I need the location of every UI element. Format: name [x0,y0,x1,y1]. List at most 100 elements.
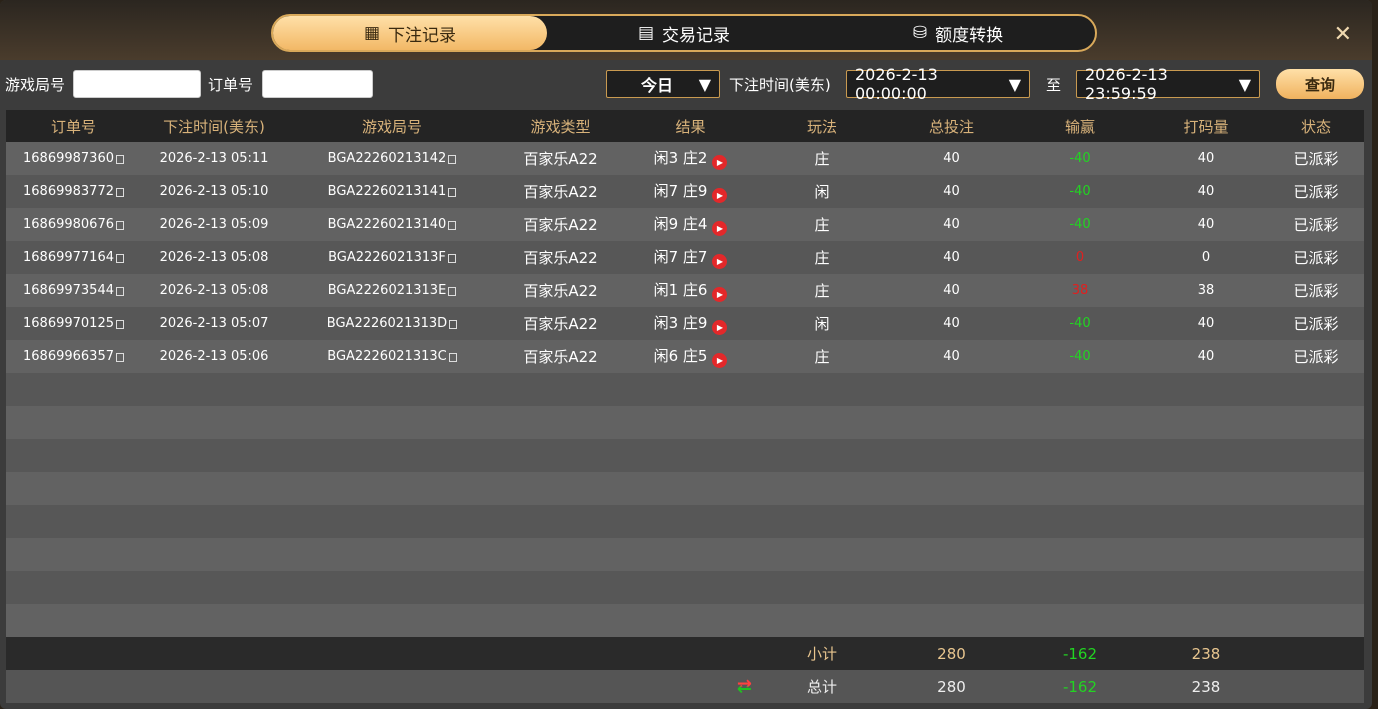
cell-play: 庄 [757,280,887,301]
empty-row [6,538,1364,571]
end-time-select[interactable]: 2026-2-13 23:59:59 ▼ [1076,65,1260,103]
game-no-input[interactable] [73,70,201,98]
cell-text: BGA22260213142 [327,151,447,166]
total-turnover: 238 [1191,677,1221,696]
tab-credit-transfer[interactable]: ⛁ 额度转换 [912,23,1004,46]
cell-bet-time: 2026-2-13 05:08 [141,283,287,298]
copy-icon[interactable] [448,221,457,230]
play-replay-icon[interactable]: ▶ [712,188,728,203]
cell-game-type: 百家乐A22 [497,214,624,235]
cell-text: 16869987360 [23,151,114,166]
cell-text: BGA2226021313D [326,316,448,331]
play-replay-icon[interactable]: ▶ [712,287,728,302]
table-row: 16869977164 2026-2-13 05:08 BGA2226021313F… [6,241,1364,274]
cell-win-loss: -40 [1016,316,1144,331]
play-replay-icon[interactable]: ▶ [712,320,728,335]
copy-icon[interactable] [115,353,124,362]
tab-bet-records[interactable]: ▦ 下注记录 [273,16,547,50]
copy-icon[interactable] [449,320,458,329]
clipboard-icon: ▤ [637,23,655,43]
start-time-select[interactable]: 2026-2-13 00:00:00 ▼ [846,65,1030,103]
cell-text: 16869977164 [23,250,114,265]
cell-text: -40 [1069,184,1091,199]
play-replay-icon[interactable]: ▶ [712,254,728,269]
copy-icon[interactable] [115,188,124,197]
copy-icon[interactable] [115,221,124,230]
cell-play: 闲 [757,181,887,202]
chevron-down-icon: ▼ [698,74,711,94]
cell-order-no: 16869983772 [6,184,141,199]
cell-win-loss: -40 [1016,217,1144,232]
cell-text: BGA22260213140 [327,217,447,232]
tab-bar: ▦ 下注记录 ▤ 交易记录 ⛁ 额度转换 [271,14,1097,52]
cell-turnover: 40 [1144,217,1268,232]
copy-icon[interactable] [448,287,457,296]
cell-text: 2026-2-13 05:10 [159,184,269,199]
date-range-select[interactable]: 今日 ▼ [606,70,720,98]
subtotal-turnover: 238 [1191,644,1221,663]
close-icon[interactable]: ✕ [1333,22,1352,47]
total-row: ⇄ 总计 280 -162 238 [6,670,1364,703]
empty-row [6,439,1364,472]
cell-text: 已派彩 [1293,183,1339,201]
cell-status: 已派彩 [1268,280,1364,301]
cell-game-type: 百家乐A22 [497,148,624,169]
cell-win-loss: -40 [1016,151,1144,166]
order-no-input[interactable] [262,70,373,98]
cell-result: 闲7 庄9 ▶ [624,180,757,203]
cell-text: 0 [1075,250,1085,265]
table-row: 16869987360 2026-2-13 05:11 BGA22260213142… [6,142,1364,175]
query-button[interactable]: 查询 [1276,69,1364,99]
play-replay-icon[interactable]: ▶ [712,221,728,236]
copy-icon[interactable] [448,155,457,164]
copy-icon[interactable] [115,320,124,329]
cell-text: 闲6 庄5 [653,347,708,365]
cell-text: -40 [1069,349,1091,364]
table-header: 订单号 下注时间(美东) 游戏局号 游戏类型 结果 玩法 总投注 输赢 打码量 状态 [6,110,1364,142]
cell-game-no: BGA2226021313D [287,316,497,331]
copy-icon[interactable] [448,188,457,197]
header-play: 玩法 [806,117,837,136]
cell-total-bet: 40 [887,283,1016,298]
play-replay-icon[interactable]: ▶ [712,353,728,368]
subtotal-bet: 280 [937,644,966,663]
copy-icon[interactable] [115,155,124,164]
header-order-no: 订单号 [50,117,96,136]
cell-text: 2026-2-13 05:06 [159,349,269,364]
cell-text: 百家乐A22 [523,183,598,201]
cell-game-type: 百家乐A22 [497,247,624,268]
cell-status: 已派彩 [1268,148,1364,169]
filter-bar: 游戏局号 订单号 今日 ▼ 下注时间(美东) 2026-2-13 00:00:00… [0,65,1372,103]
tab-transaction-records[interactable]: ▤ 交易记录 [637,23,731,46]
cell-status: 已派彩 [1268,181,1364,202]
cell-turnover: 40 [1144,316,1268,331]
cell-turnover: 40 [1144,151,1268,166]
play-replay-icon[interactable]: ▶ [712,155,728,170]
refresh-icon[interactable]: ⇄ [736,676,752,697]
cell-bet-time: 2026-2-13 05:11 [141,151,287,166]
cell-game-no: BGA22260213142 [287,151,497,166]
cell-text: 百家乐A22 [523,315,598,333]
cell-play: 庄 [757,346,887,367]
cell-win-loss: -40 [1016,349,1144,364]
copy-icon[interactable] [448,353,457,362]
cell-text: 40 [943,349,960,364]
cell-text: 0 [1201,250,1211,265]
cell-play: 庄 [757,214,887,235]
cell-text: 16869966357 [23,349,114,364]
cell-order-no: 16869980676 [6,217,141,232]
cell-text: BGA22260213141 [327,184,447,199]
cell-text: 庄 [814,249,830,267]
copy-icon[interactable] [447,254,456,263]
cell-result: 闲6 庄5 ▶ [624,345,757,368]
game-no-label: 游戏局号 [5,75,66,94]
table-row: 16869966357 2026-2-13 05:06 BGA2226021313C… [6,340,1364,373]
cell-text: -40 [1069,151,1091,166]
cell-text: 40 [1197,316,1215,331]
copy-icon[interactable] [115,287,124,296]
empty-row [6,373,1364,406]
cell-game-no: BGA2226021313E [287,283,497,298]
copy-icon[interactable] [115,254,124,263]
cell-text: -40 [1069,217,1091,232]
cell-text: 闲9 庄4 [653,215,708,233]
